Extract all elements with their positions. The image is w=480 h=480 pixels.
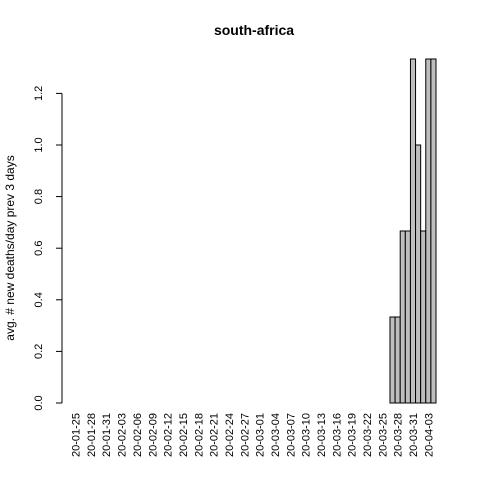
- x-tick-label: 20-02-15: [178, 413, 190, 457]
- bar-20-04-02: [420, 230, 427, 404]
- x-tick-label: 20-03-07: [285, 413, 297, 457]
- y-axis: 0.0 0.2 0.4 0.6 0.8 1.0 1.2: [33, 86, 63, 411]
- bar-20-03-31: [409, 58, 417, 404]
- x-tick-label: 20-04-03: [423, 413, 435, 457]
- x-tick-label: 20-03-16: [331, 413, 343, 457]
- x-tick-label: 20-02-18: [193, 413, 205, 457]
- x-tick-label: 20-03-31: [408, 413, 420, 457]
- x-tick-label: 20-02-03: [117, 413, 129, 457]
- bar-20-04-03: [425, 58, 432, 404]
- y-axis-label: avg. # new deaths/day prev 3 days: [3, 155, 17, 340]
- x-tick-label: 20-02-21: [209, 413, 221, 457]
- x-tick-label: 20-01-25: [71, 413, 83, 457]
- bar-20-03-30: [404, 230, 411, 404]
- x-tick-label: 20-03-04: [270, 413, 282, 457]
- y-tick-label: 1.2: [33, 86, 45, 101]
- x-tick-label: 20-01-28: [86, 413, 98, 457]
- bar-20-03-27: [389, 316, 396, 404]
- y-tick-label: 0.0: [33, 395, 45, 410]
- y-tick-label: 0.2: [33, 344, 45, 359]
- x-tick-label: 20-03-28: [393, 413, 405, 457]
- x-tick-label: 20-03-10: [301, 413, 313, 457]
- x-tick-label: 20-02-12: [163, 413, 175, 457]
- y-tick-label: 0.6: [33, 241, 45, 256]
- x-tick-label: 20-02-24: [224, 413, 236, 457]
- x-tick-label: 20-03-22: [362, 413, 374, 457]
- bar-20-03-29: [399, 230, 406, 404]
- bar-20-04-01: [415, 144, 422, 404]
- chart-title: south-africa: [214, 22, 294, 38]
- y-tick-label: 1.0: [33, 137, 45, 152]
- x-tick-label: 20-03-25: [377, 413, 389, 457]
- x-tick-label: 20-03-13: [316, 413, 328, 457]
- x-tick-label: 20-01-31: [101, 413, 113, 457]
- bar-20-03-28: [394, 316, 401, 404]
- x-axis: 20-01-25 20-01-28 20-01-31 20-02-03 20-02-06…: [71, 413, 436, 457]
- x-tick-label: 20-02-27: [239, 413, 251, 457]
- y-tick-label: 0.8: [33, 189, 45, 204]
- x-tick-label: 20-02-06: [132, 413, 144, 457]
- x-tick-label: 20-03-01: [255, 413, 267, 457]
- x-tick-label: 20-02-09: [147, 413, 159, 457]
- bars-group: [389, 58, 437, 404]
- bar-20-04-04: [430, 58, 437, 404]
- x-tick-label: 20-03-19: [347, 413, 359, 457]
- y-tick-label: 0.4: [33, 292, 45, 307]
